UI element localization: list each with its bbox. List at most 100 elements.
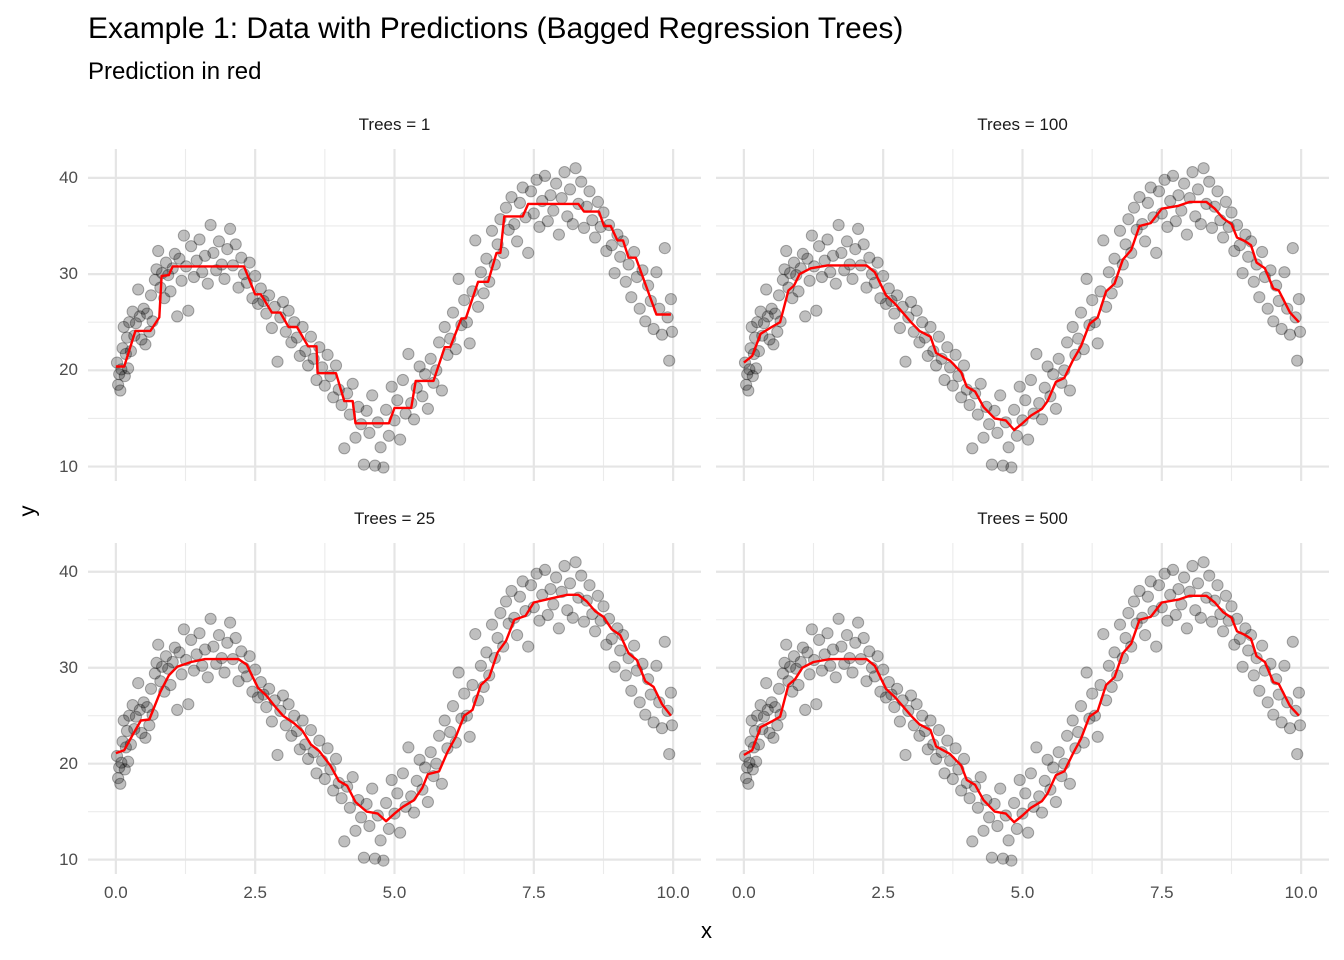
x-tick-label: 10.0: [1284, 883, 1318, 902]
data-point: [1267, 708, 1280, 721]
data-point: [780, 638, 793, 651]
data-point: [846, 272, 859, 285]
data-point: [840, 629, 854, 642]
data-point: [1005, 854, 1018, 867]
y-tick-label: 30: [59, 657, 78, 677]
data-point: [763, 333, 776, 346]
data-point: [1256, 245, 1269, 259]
data-point: [1038, 381, 1051, 394]
data-point: [916, 709, 929, 722]
data-point: [360, 797, 373, 811]
data-point: [904, 295, 918, 309]
data-point: [204, 218, 217, 232]
data-point: [1208, 200, 1221, 213]
data-point: [569, 556, 582, 569]
data-point: [1275, 716, 1288, 729]
data-point: [232, 675, 245, 688]
data-point: [891, 289, 904, 302]
data-point: [815, 270, 829, 284]
data-point: [385, 773, 398, 787]
facet-strip-label: Trees = 25: [353, 509, 436, 528]
data-point: [1038, 774, 1051, 788]
data-point: [974, 377, 987, 390]
data-point: [338, 442, 351, 455]
data-point: [371, 809, 384, 822]
data-point: [966, 442, 979, 455]
data-point: [745, 714, 758, 727]
data-point: [229, 238, 242, 251]
data-point: [821, 233, 834, 246]
data-point: [913, 336, 926, 349]
data-point: [391, 394, 404, 407]
data-point: [1052, 352, 1065, 365]
data-point: [899, 748, 912, 762]
data-point: [930, 359, 943, 372]
data-point: [463, 730, 476, 743]
data-point: [327, 784, 340, 797]
data-point: [891, 682, 904, 695]
prediction-line: [743, 594, 1300, 824]
data-point: [924, 714, 937, 727]
data-point: [1008, 796, 1021, 810]
data-point: [1133, 191, 1146, 204]
data-point: [133, 703, 146, 717]
data-point: [424, 352, 437, 365]
data-point: [778, 656, 791, 670]
data-point: [772, 682, 786, 695]
data-point: [396, 373, 409, 387]
data-point: [957, 752, 971, 766]
data-point: [1008, 403, 1021, 416]
data-point: [658, 635, 671, 648]
data-point: [1286, 242, 1299, 255]
data-point: [879, 691, 893, 704]
data-point: [1261, 302, 1274, 315]
y-tick-label: 10: [59, 456, 78, 476]
data-point: [321, 742, 334, 755]
data-point: [555, 192, 568, 205]
data-point: [1047, 761, 1060, 774]
data-point: [1097, 234, 1110, 247]
data-point: [792, 285, 805, 298]
data-point: [1205, 615, 1219, 628]
data-point: [740, 378, 753, 391]
data-point: [288, 709, 301, 722]
data-point: [628, 245, 641, 259]
data-point: [547, 204, 560, 217]
data-point: [778, 263, 791, 276]
data-point: [1178, 571, 1191, 584]
data-point: [840, 235, 854, 248]
data-point: [750, 362, 763, 375]
data-point: [1211, 185, 1224, 198]
data-point: [116, 342, 129, 355]
data-point: [1119, 631, 1132, 645]
data-point: [1286, 635, 1299, 648]
data-point: [955, 784, 968, 797]
data-point: [829, 277, 842, 290]
data-point: [832, 218, 845, 232]
data-point: [1139, 629, 1152, 642]
data-point: [123, 316, 136, 329]
data-point: [407, 413, 421, 426]
data-point: [508, 218, 521, 231]
data-point: [419, 368, 432, 381]
data-point: [860, 675, 873, 688]
data-point: [159, 256, 173, 269]
data-point: [1024, 373, 1038, 387]
data-point: [1203, 175, 1216, 188]
data-point: [1217, 231, 1230, 244]
data-point: [1219, 589, 1233, 602]
data-point: [776, 273, 790, 286]
data-point: [299, 345, 312, 358]
data-point: [815, 664, 829, 677]
data-point: [513, 590, 527, 603]
data-point: [1122, 213, 1135, 226]
data-point: [530, 567, 543, 580]
data-point: [754, 699, 767, 712]
data-point: [187, 270, 200, 284]
data-point: [583, 579, 596, 592]
data-point: [357, 458, 370, 471]
data-point: [485, 618, 499, 631]
data-point: [743, 363, 756, 376]
data-point: [561, 604, 574, 617]
data-point: [583, 185, 596, 198]
